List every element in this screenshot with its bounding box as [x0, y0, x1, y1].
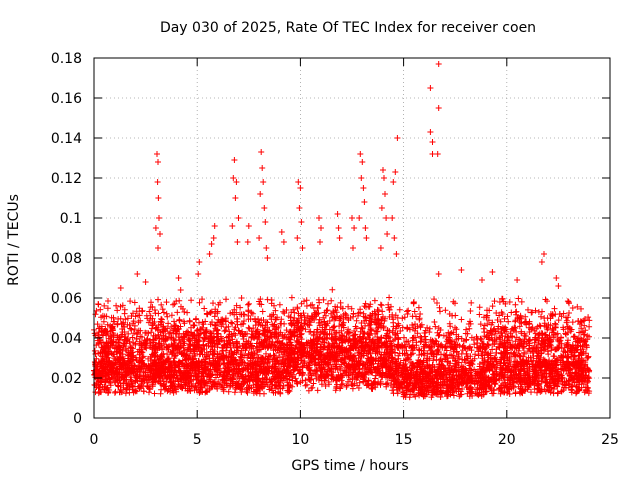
data-point: [585, 314, 592, 321]
data-points: [91, 61, 593, 401]
data-point: [525, 306, 531, 313]
data-point: [489, 346, 496, 353]
data-point: [101, 302, 108, 309]
data-point: [176, 316, 183, 323]
data-point: [343, 383, 350, 390]
data-point: [586, 317, 593, 324]
data-point: [379, 308, 386, 315]
data-point: [184, 309, 191, 316]
data-point: [378, 302, 385, 309]
data-point: [302, 326, 309, 333]
data-point: [164, 313, 171, 320]
data-point: [244, 330, 251, 337]
data-point: [111, 389, 118, 396]
data-point: [272, 307, 279, 314]
data-point: [228, 319, 235, 326]
data-point: [124, 315, 131, 322]
data-point: [571, 333, 578, 340]
data-point: [494, 317, 501, 323]
data-point: [168, 323, 175, 330]
data-point: [472, 351, 479, 358]
data-point: [145, 319, 152, 326]
data-point: [229, 320, 236, 327]
data-point: [489, 368, 496, 374]
data-point: [244, 389, 251, 396]
data-point: [225, 388, 232, 395]
data-point: [303, 303, 310, 309]
data-point: [301, 314, 308, 321]
data-point: [329, 286, 336, 293]
data-point: [497, 318, 504, 325]
data-point: [158, 301, 165, 308]
data-point: [137, 327, 144, 334]
data-point: [359, 325, 366, 332]
data-point: [551, 305, 558, 312]
data-point: [114, 307, 121, 314]
data-point: [148, 329, 155, 336]
data-point: [535, 341, 542, 348]
data-point: [97, 306, 104, 313]
data-point: [299, 377, 306, 384]
